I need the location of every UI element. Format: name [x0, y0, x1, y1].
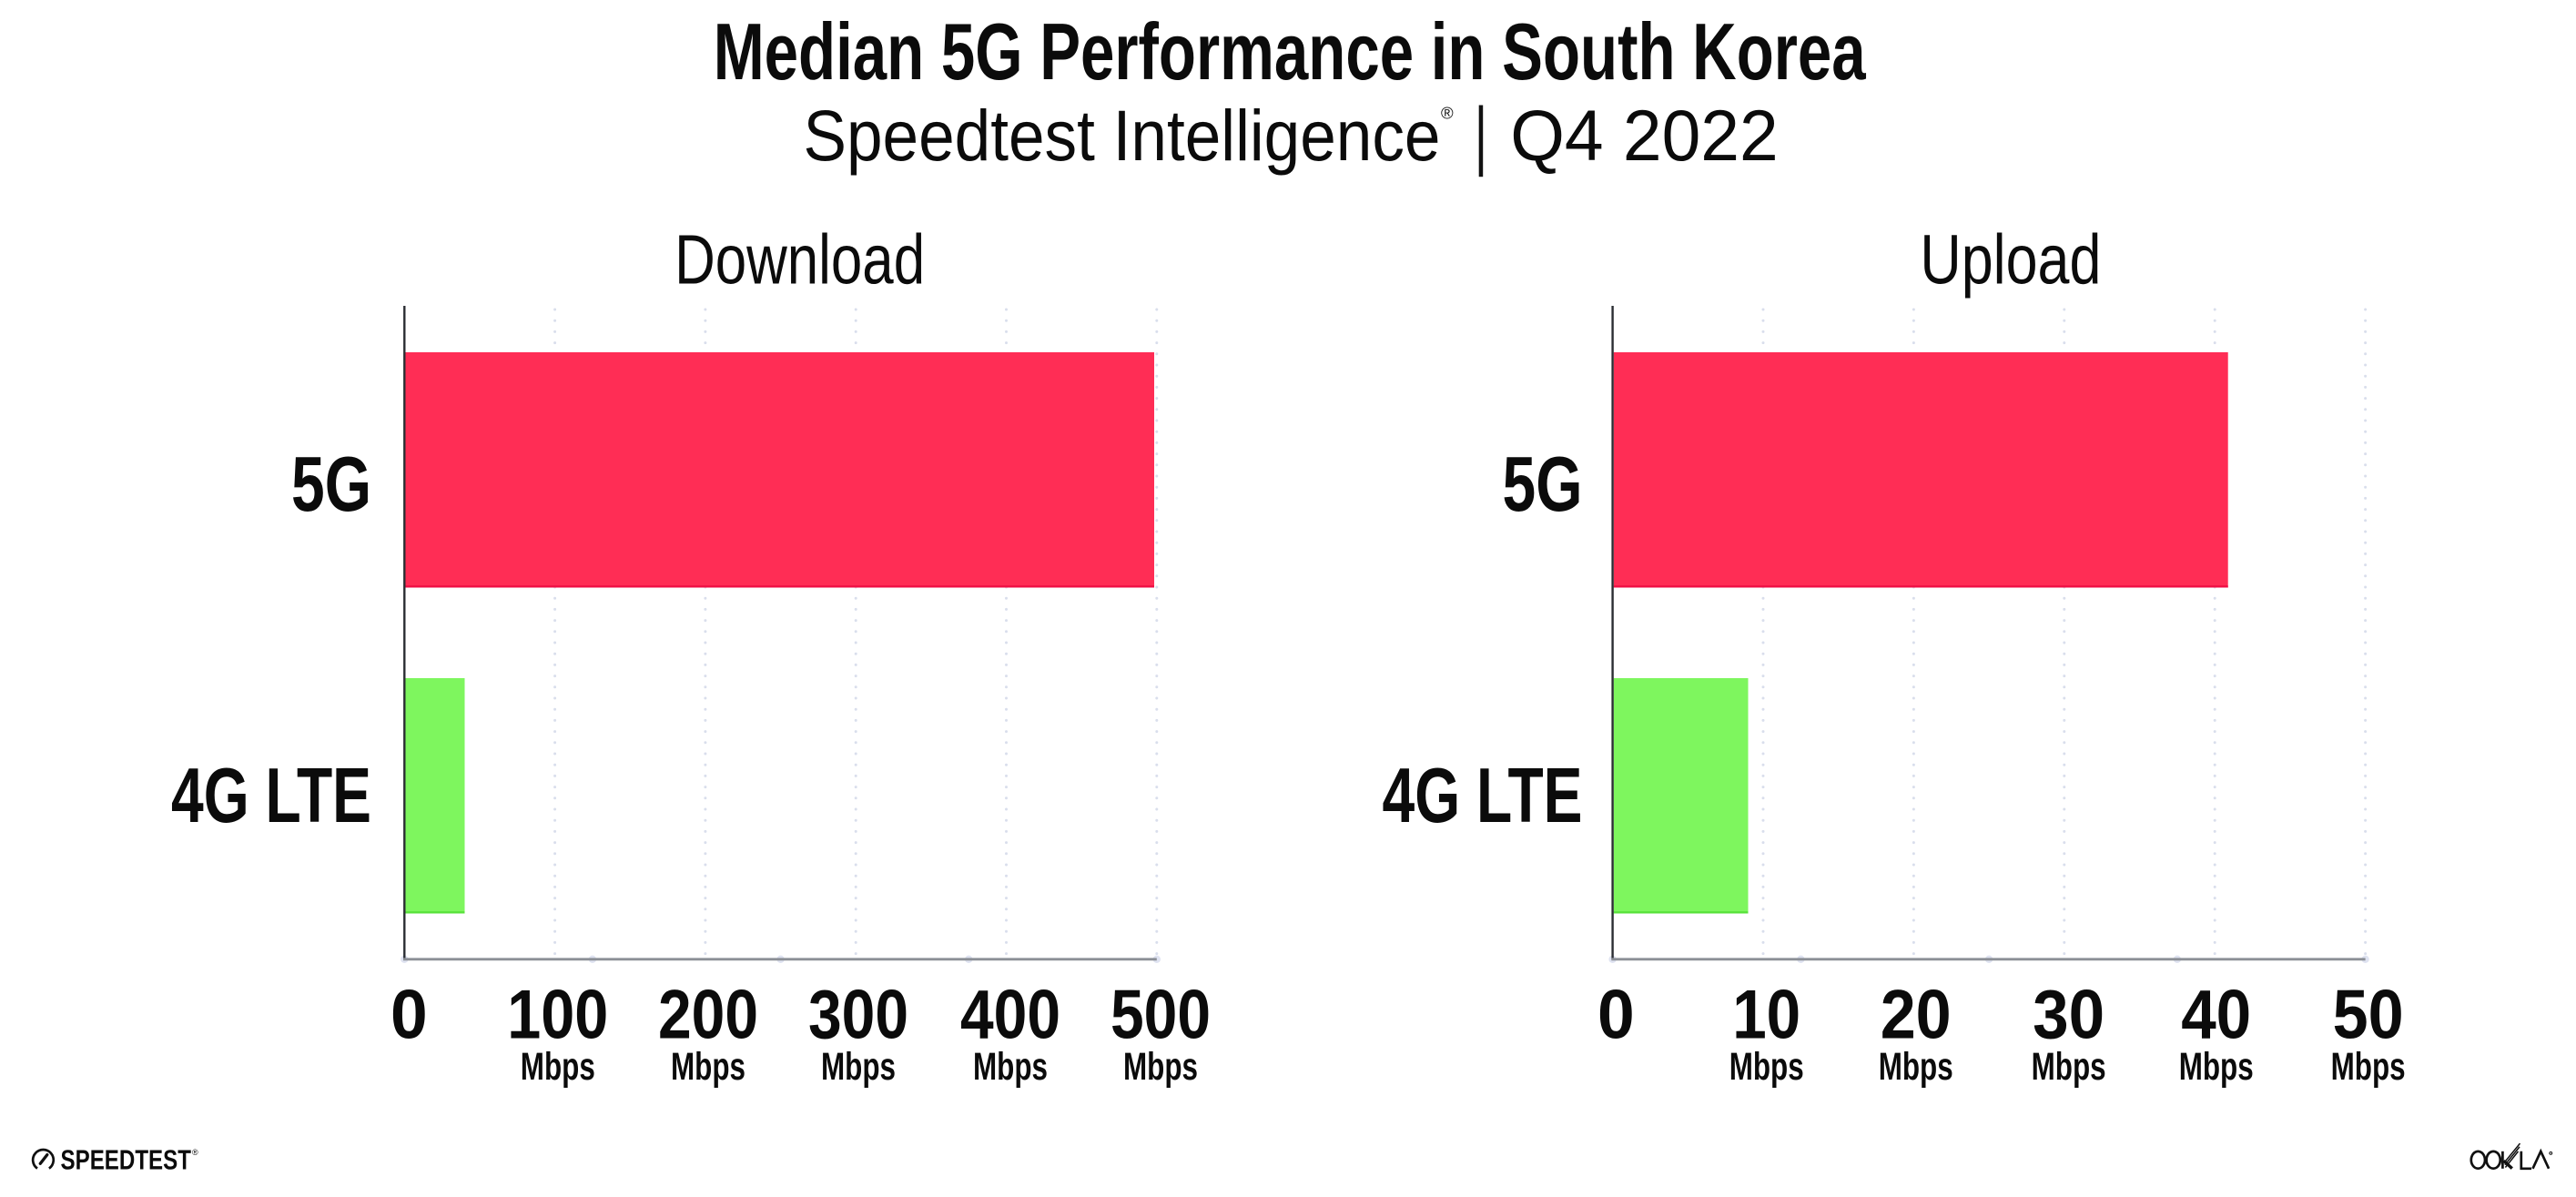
svg-text:Upload: Upload [1920, 222, 2101, 299]
svg-text:200: 200 [658, 976, 758, 1053]
svg-text:Mbps: Mbps [1729, 1045, 1804, 1089]
svg-text:0: 0 [1597, 976, 1635, 1053]
svg-text:SPEEDTEST: SPEEDTEST [61, 1145, 192, 1176]
svg-text:100: 100 [507, 976, 608, 1053]
svg-text:Download: Download [674, 222, 925, 299]
svg-text:5G: 5G [291, 441, 371, 528]
svg-text:30: 30 [2033, 976, 2104, 1053]
svg-text:0: 0 [390, 976, 428, 1053]
svg-text:Speedtest Intelligence: Speedtest Intelligence [804, 96, 1441, 176]
svg-text:Mbps: Mbps [1123, 1045, 1198, 1089]
svg-text:500: 500 [1111, 976, 1211, 1053]
svg-text:Mbps: Mbps [821, 1045, 896, 1089]
svg-text:400: 400 [960, 976, 1060, 1053]
svg-text:Mbps: Mbps [973, 1045, 1048, 1089]
svg-text:®: ® [1441, 104, 1454, 123]
svg-text:Median 5G Performance in South: Median 5G Performance in South Korea [714, 6, 1867, 96]
svg-text:Mbps: Mbps [2179, 1045, 2254, 1089]
svg-text:Mbps: Mbps [1879, 1045, 1953, 1089]
svg-text:4G LTE: 4G LTE [1383, 753, 1583, 839]
svg-text:40: 40 [2181, 976, 2251, 1053]
svg-text:Mbps: Mbps [671, 1045, 745, 1089]
svg-text:Q4 2022: Q4 2022 [1510, 96, 1779, 176]
svg-text:20: 20 [1881, 976, 1952, 1053]
svg-text:®: ® [192, 1148, 198, 1157]
svg-text:10: 10 [1732, 976, 1800, 1053]
svg-text:Mbps: Mbps [521, 1045, 595, 1089]
svg-text:4G LTE: 4G LTE [171, 753, 371, 839]
svg-text:300: 300 [808, 976, 908, 1053]
svg-text:Mbps: Mbps [2331, 1045, 2406, 1089]
svg-text:50: 50 [2333, 976, 2404, 1053]
svg-text:5G: 5G [1503, 441, 1583, 528]
svg-text:Mbps: Mbps [2032, 1045, 2106, 1089]
